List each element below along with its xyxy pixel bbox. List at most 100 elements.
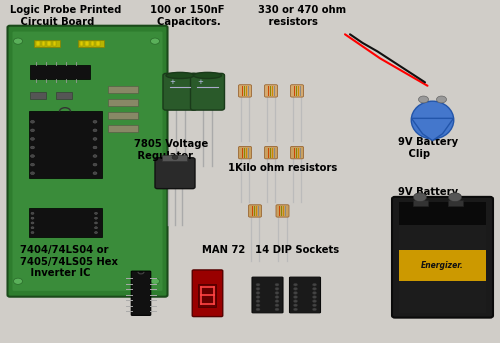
FancyBboxPatch shape [238, 85, 252, 97]
Circle shape [94, 227, 98, 229]
Bar [399, 202, 486, 225]
Bar [47, 41, 50, 46]
Bar [78, 40, 104, 47]
FancyBboxPatch shape [264, 85, 278, 97]
Bar [96, 41, 100, 46]
Bar [34, 40, 60, 47]
Circle shape [275, 308, 279, 311]
FancyBboxPatch shape [8, 26, 168, 297]
Circle shape [294, 308, 298, 311]
Text: 14 DIP Sockets: 14 DIP Sockets [255, 245, 339, 255]
Circle shape [275, 283, 279, 286]
Text: 9V Battery
   Clip: 9V Battery Clip [398, 137, 458, 159]
Circle shape [94, 232, 98, 234]
Circle shape [448, 193, 462, 202]
Text: 100 or 150nF
  Capacitors.: 100 or 150nF Capacitors. [150, 5, 224, 27]
FancyBboxPatch shape [12, 32, 162, 291]
Circle shape [294, 296, 298, 298]
Circle shape [312, 292, 316, 294]
Bar [198, 284, 216, 307]
Circle shape [30, 146, 34, 149]
FancyBboxPatch shape [264, 146, 278, 159]
Circle shape [30, 172, 34, 175]
Bar [56, 92, 72, 99]
Bar [108, 125, 138, 132]
Circle shape [93, 129, 97, 132]
Bar [30, 92, 46, 99]
Circle shape [93, 138, 97, 140]
Circle shape [275, 292, 279, 294]
Circle shape [294, 300, 298, 303]
Bar [399, 202, 486, 313]
Bar [52, 41, 56, 46]
Circle shape [294, 292, 298, 294]
Text: 1Kilo ohm resistors: 1Kilo ohm resistors [228, 163, 337, 173]
Circle shape [93, 120, 97, 123]
FancyBboxPatch shape [155, 158, 195, 189]
Ellipse shape [194, 72, 222, 79]
Circle shape [256, 296, 260, 298]
FancyBboxPatch shape [290, 277, 320, 313]
Circle shape [93, 163, 97, 166]
Circle shape [14, 278, 22, 284]
Text: +: + [197, 79, 203, 85]
FancyBboxPatch shape [252, 277, 283, 313]
Circle shape [436, 96, 446, 103]
Ellipse shape [166, 72, 194, 79]
Circle shape [14, 38, 22, 44]
FancyBboxPatch shape [190, 73, 224, 110]
Circle shape [294, 287, 298, 290]
Text: Logic Probe Printed
   Circuit Board: Logic Probe Printed Circuit Board [10, 5, 122, 27]
Circle shape [256, 292, 260, 294]
Circle shape [312, 304, 316, 307]
Circle shape [150, 38, 160, 44]
Circle shape [294, 283, 298, 286]
Text: Energizer.: Energizer. [421, 261, 464, 270]
Circle shape [256, 308, 260, 311]
Circle shape [312, 287, 316, 290]
Circle shape [312, 300, 316, 303]
Circle shape [30, 120, 34, 123]
Circle shape [256, 283, 260, 286]
Circle shape [30, 155, 34, 157]
Bar [42, 41, 45, 46]
Bar [36, 41, 40, 46]
FancyBboxPatch shape [248, 205, 262, 217]
Bar [399, 250, 486, 281]
FancyBboxPatch shape [392, 197, 493, 318]
Circle shape [30, 163, 34, 166]
Bar [108, 99, 138, 106]
Bar [85, 41, 88, 46]
Bar [108, 86, 138, 93]
Circle shape [256, 304, 260, 307]
Text: 9V Battery: 9V Battery [398, 187, 458, 197]
Circle shape [275, 304, 279, 307]
Circle shape [312, 308, 316, 311]
Polygon shape [412, 118, 454, 141]
Circle shape [31, 212, 34, 214]
Circle shape [275, 300, 279, 303]
FancyBboxPatch shape [290, 146, 304, 159]
FancyBboxPatch shape [238, 146, 252, 159]
Text: 330 or 470 ohm
   resistors: 330 or 470 ohm resistors [258, 5, 346, 27]
Circle shape [93, 172, 97, 175]
Circle shape [256, 287, 260, 290]
Bar [80, 41, 83, 46]
Circle shape [31, 232, 34, 234]
Ellipse shape [411, 101, 454, 139]
Bar [412, 200, 428, 206]
Circle shape [30, 138, 34, 140]
Circle shape [312, 283, 316, 286]
Circle shape [93, 155, 97, 157]
Circle shape [275, 296, 279, 298]
Circle shape [414, 193, 426, 202]
Bar [448, 200, 462, 206]
Circle shape [93, 146, 97, 149]
Bar [29, 111, 102, 178]
Circle shape [294, 304, 298, 307]
Circle shape [31, 217, 34, 219]
Circle shape [172, 155, 178, 159]
Circle shape [30, 129, 34, 132]
Circle shape [94, 212, 98, 214]
Text: +: + [170, 79, 175, 85]
